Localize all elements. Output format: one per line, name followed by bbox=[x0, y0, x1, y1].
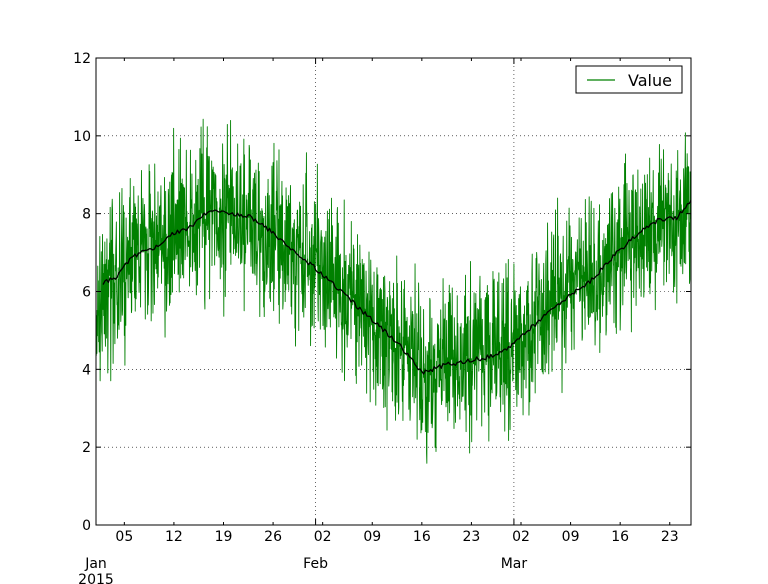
x-minor-tick-label: 05 bbox=[115, 529, 133, 545]
x-minor-tick-label: 19 bbox=[215, 529, 233, 545]
y-tick-label: 4 bbox=[82, 362, 91, 378]
x-major-tick-label: Feb bbox=[303, 556, 328, 572]
x-minor-tick-label: 02 bbox=[512, 529, 530, 545]
legend-label: Value bbox=[628, 71, 672, 90]
x-minor-tick-label: 09 bbox=[562, 529, 580, 545]
x-minor-tick-label: 23 bbox=[463, 529, 481, 545]
y-tick-label: 8 bbox=[82, 207, 91, 223]
x-minor-tick-label: 16 bbox=[611, 529, 629, 545]
x-minor-tick-label: 09 bbox=[363, 529, 381, 545]
plot-series bbox=[95, 118, 692, 464]
x-minor-tick-label: 16 bbox=[413, 529, 431, 545]
x-major-tick-label: Mar bbox=[501, 556, 528, 572]
x-minor-tick-label: 12 bbox=[165, 529, 183, 545]
series-line-value bbox=[95, 118, 692, 464]
legend: Value bbox=[575, 65, 683, 94]
y-tick-label: 6 bbox=[82, 285, 91, 301]
y-tick-label: 10 bbox=[73, 129, 91, 145]
x-minor-tick-label: 23 bbox=[661, 529, 679, 545]
y-tick-label: 0 bbox=[82, 518, 91, 534]
y-tick-label: 12 bbox=[73, 51, 91, 67]
x-major-tick-label: Jan bbox=[84, 556, 107, 572]
y-tick-label: 2 bbox=[82, 440, 91, 456]
x-major-tick-sublabel: 2015 bbox=[78, 572, 114, 584]
series-line-rolling-mean bbox=[102, 200, 692, 375]
x-minor-tick-label: 02 bbox=[314, 529, 332, 545]
x-minor-tick-label: 26 bbox=[264, 529, 282, 545]
